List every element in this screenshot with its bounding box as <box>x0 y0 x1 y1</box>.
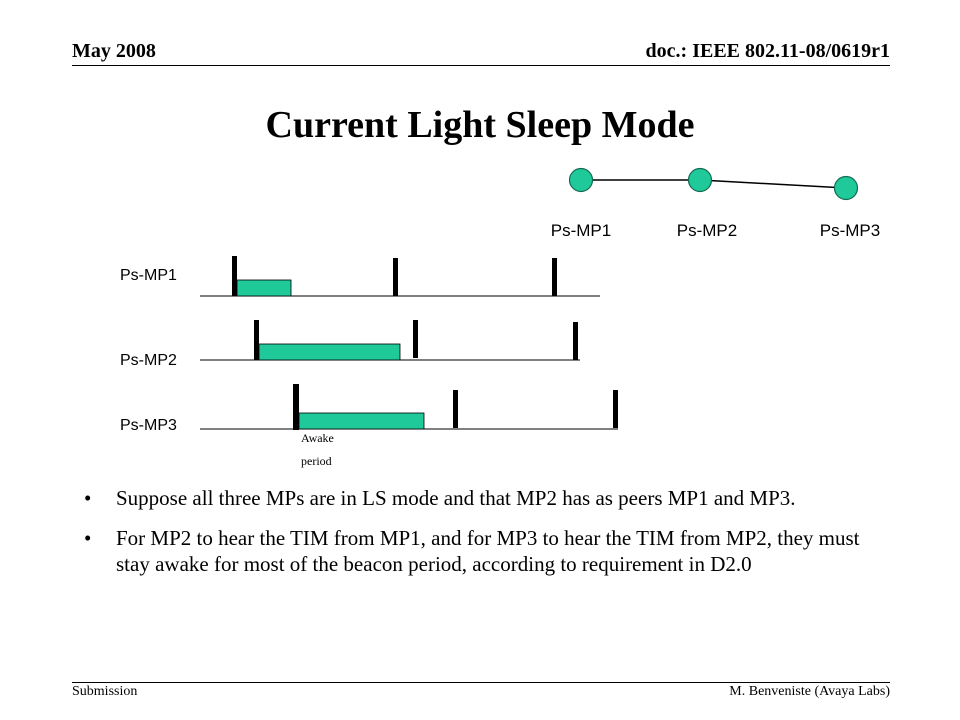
bullet-list: • Suppose all three MPs are in LS mode an… <box>80 485 880 591</box>
beacon-mp1-1 <box>232 256 237 296</box>
node-mp1 <box>568 167 594 193</box>
node-mp2 <box>687 167 713 193</box>
bullet-item: • For MP2 to hear the TIM from MP1, and f… <box>80 525 880 577</box>
node-label-mp2: Ps-MP2 <box>677 221 737 240</box>
slide-title: Current Light Sleep Mode <box>265 104 695 146</box>
footer-submission: Submission <box>72 684 138 699</box>
row-label-mp2: Ps-MP2 <box>120 352 177 369</box>
bullet-text: Suppose all three MPs are in LS mode and… <box>116 486 796 510</box>
node-label-mp3: Ps-MP3 <box>820 221 880 240</box>
bullet-text: For MP2 to hear the TIM from MP1, and fo… <box>116 526 860 576</box>
beacon-mp3-3 <box>613 390 618 428</box>
link-mp2-mp3 <box>699 179 847 189</box>
row-label-mp3: Ps-MP3 <box>120 417 177 434</box>
footer-author: M. Benveniste (Avaya Labs) <box>729 684 890 699</box>
beacon-mp2-2 <box>413 320 418 358</box>
footer-rule <box>72 682 890 683</box>
row-label-mp1: Ps-MP1 <box>120 267 177 284</box>
node-mp3 <box>833 175 859 201</box>
beacon-mp2-1 <box>254 320 259 360</box>
awake-period-mp2 <box>258 343 401 361</box>
awake-period-mp1 <box>236 279 292 297</box>
awake-label-line1: Awake <box>301 431 334 445</box>
awake-period-mp3 <box>298 412 425 430</box>
bullet-marker: • <box>84 526 92 550</box>
timeline-row-mp2: Ps-MP2 <box>120 320 580 369</box>
light-sleep-diagram: Ps-MP1 Ps-MP2 Ps-MP3 Ps-MP1 Ps-MP2 Ps-MP… <box>120 167 880 468</box>
beacon-mp1-2 <box>393 258 398 296</box>
bullet-marker: • <box>84 486 92 510</box>
header-date: May 2008 <box>72 40 156 62</box>
beacon-mp1-3 <box>552 258 557 296</box>
beacon-mp3-1 <box>293 384 299 430</box>
bullet-item: • Suppose all three MPs are in LS mode an… <box>80 485 880 511</box>
beacon-mp2-3 <box>573 322 578 360</box>
timeline-row-mp3: Ps-MP3 Awake period <box>120 384 618 468</box>
header-rule <box>72 65 890 66</box>
header-doc-id: doc.: IEEE 802.11-08/0619r1 <box>645 40 890 62</box>
timeline-row-mp1: Ps-MP1 <box>120 256 600 297</box>
beacon-mp3-2 <box>453 390 458 428</box>
node-label-mp1: Ps-MP1 <box>551 221 611 240</box>
awake-label-line2: period <box>301 454 332 468</box>
mesh-topology: Ps-MP1 Ps-MP2 Ps-MP3 <box>551 167 880 240</box>
